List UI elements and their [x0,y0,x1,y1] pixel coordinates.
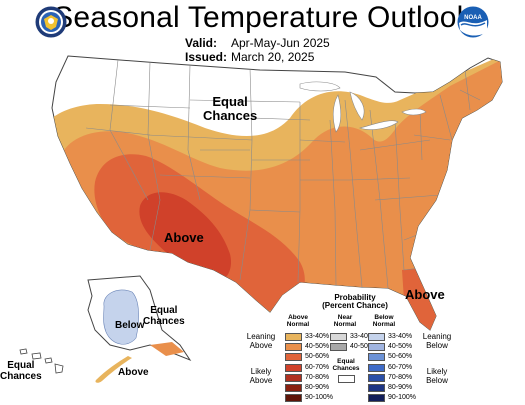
legend-above-label-6: 90-100% [305,394,334,402]
legend-likely-below: Likely Below [419,367,455,386]
legend-likely-below-line1: Likely [426,367,448,376]
label-equal-chances-hawaii-line1: Equal [7,360,35,371]
legend-below-swatch-3 [368,363,385,372]
legend-col-above-line1: Above [288,314,308,321]
hawaii [19,348,64,374]
alaska-below-region [103,289,139,345]
legend-leaning-below-line2: Below [426,340,448,350]
legend-below-label-3: 60-70% [388,363,413,371]
label-equal-chances-alaska-line1: Equal [150,305,178,316]
legend-col-above-line2: Normal [286,320,310,328]
legend-below-swatch-4 [368,373,385,382]
legend-above-label-1: 40-50% [305,343,330,351]
issued-label: Issued: [185,50,228,64]
legend-above-label-0: 33-40% [305,333,330,340]
legend-above-label-2: 50-60% [305,353,330,361]
legend-above-swatch-4 [285,373,302,382]
legend-above-swatch-6 [285,394,302,403]
legend-near-swatch-0 [330,333,347,341]
legend-title-line1: Probability [334,293,376,302]
legend-likely-above: Likely Above [243,367,279,386]
legend-likely-above-line2: Above [249,375,273,385]
legend-leaning-below: Leaning Below [419,332,455,351]
legend-below-label-2: 50-60% [388,353,413,361]
legend-leaning-below-line1: Leaning [422,332,452,341]
legend-equal-chances-line1: Equal [337,358,355,365]
commerce-seal-icon [35,6,67,38]
legend-equal-chances-line2: Chances [332,364,360,372]
legend-below-label-5: 80-90% [388,384,413,391]
legend-below-swatch-5 [368,384,385,392]
legend-above-swatch-3 [285,363,302,372]
label-equal-chances-hawaii: Equal Chances [0,360,42,382]
legend-col-near: Near Normal [325,314,365,329]
legend-col-below-line2: Normal [372,320,396,328]
legend-above-label-5: 80-90% [305,384,330,391]
legend-below-swatch-2 [368,353,385,362]
legend-col-near-line2: Normal [333,320,357,328]
issued-value: March 20, 2025 [231,50,315,64]
label-equal-chances-alaska-line2: Chances [143,315,185,327]
noaa-logo-icon: NOAA [457,6,489,38]
label-above-southwest: Above [164,230,204,245]
legend-equal-chances-swatch [338,375,355,383]
legend-near-label-0: 33-40% [350,333,375,340]
legend-above-swatch-0 [285,333,302,341]
above-60-70-region [139,192,232,283]
legend-col-above: Above Normal [278,314,318,329]
legend-above-swatch-2 [285,353,302,362]
legend-below-label-6: 90-100% [388,394,417,402]
legend-col-below-line1: Below [374,314,394,321]
legend-above-swatch-5 [285,384,302,392]
legend-title: Probability (Percent Chance) [300,293,410,311]
aleutian-above-region [95,356,132,383]
label-below-alaska: Below [115,320,145,331]
label-equal-chances-conus-line2: Chances [203,107,258,123]
legend-below-label-4: 70-80% [388,373,413,381]
legend-col-below: Below Normal [364,314,404,329]
label-above-alaska: Above [118,367,149,378]
legend-equal-chances: Equal Chances [326,358,366,373]
legend-below-swatch-1 [368,343,385,352]
legend-likely-below-line2: Below [426,375,448,385]
legend-near-swatch-1 [330,343,347,352]
label-equal-chances-conus-line1: Equal [212,94,248,109]
legend-near-label-1: 40-50% [350,343,375,351]
map-title: Seasonal Temperature Outlook [53,1,472,34]
label-equal-chances-conus: Equal Chances [203,95,257,122]
valid-label: Valid: [185,36,218,50]
issued-line: Issued: March 20, 2025 [185,50,314,64]
valid-value: Apr-May-Jun 2025 [231,36,330,50]
legend-leaning-above-line1: Leaning [246,332,276,341]
legend-likely-above-line1: Likely [250,367,272,376]
valid-line: Valid: Apr-May-Jun 2025 [185,36,330,50]
legend-below-swatch-0 [368,333,385,341]
noaa-logo-text: NOAA [464,15,482,21]
legend-above-label-3: 60-70% [305,363,330,371]
legend-above-swatch-1 [285,343,302,352]
legend-below-swatch-6 [368,394,385,403]
alaska [87,275,192,383]
legend-leaning-above-line2: Above [249,340,273,350]
legend-below-label-0: 33-40% [388,333,413,340]
legend-leaning-above: Leaning Above [243,332,279,351]
label-above-florida: Above [405,287,445,302]
label-equal-chances-alaska: Equal Chances [143,305,185,327]
great-lakes [299,81,427,133]
legend-col-near-line1: Near [337,314,353,321]
alaska-above-region [150,342,184,356]
legend-above-label-4: 70-80% [305,373,330,381]
label-equal-chances-hawaii-line2: Chances [0,370,42,382]
legend-title-line2: (Percent Chance) [322,301,388,311]
legend-below-label-1: 40-50% [388,343,413,351]
